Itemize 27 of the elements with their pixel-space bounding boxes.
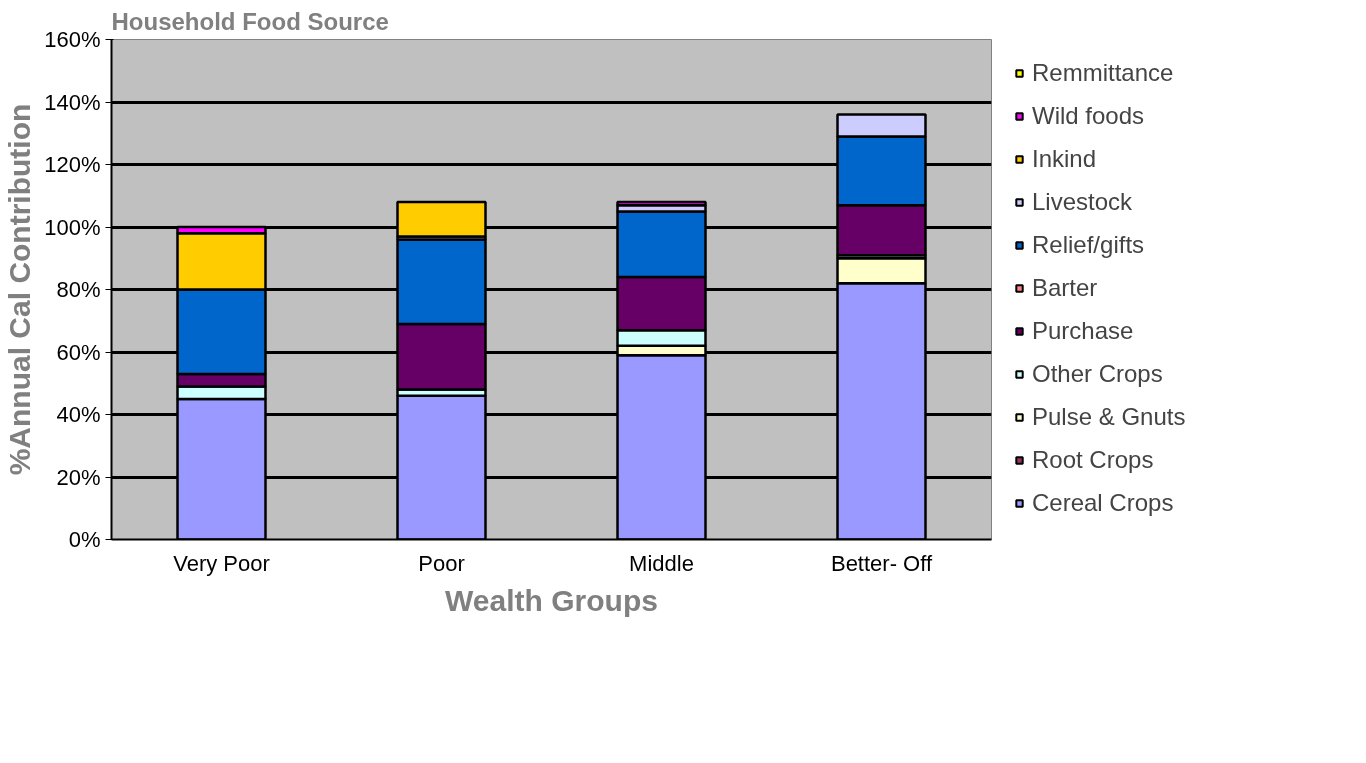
y-tick-label: 100%: [44, 214, 101, 240]
legend-label: Pulse & Gnuts: [1032, 403, 1186, 431]
chart-title: Household Food Source: [111, 7, 389, 35]
legend-label: Purchase: [1032, 317, 1134, 345]
y-tick-label: 60%: [56, 339, 101, 365]
x-tick-label: Poor: [418, 550, 465, 576]
legend-label: Inkind: [1032, 145, 1097, 173]
y-tick-label: 140%: [44, 89, 101, 115]
y-tick-label: 0%: [68, 527, 101, 552]
y-tick-label: 80%: [56, 277, 101, 302]
legend-label: Wild foods: [1032, 102, 1145, 130]
legend-label: Livestock: [1032, 188, 1133, 216]
y-tick-label: 20%: [56, 464, 101, 490]
y-tick-label: 120%: [44, 152, 101, 177]
legend-label: Root Crops: [1032, 446, 1154, 474]
legend-label: Other Crops: [1032, 360, 1163, 388]
x-tick-label: Middle: [629, 550, 694, 576]
x-axis-title: Wealth Groups: [445, 583, 658, 617]
y-tick-label: 40%: [56, 402, 101, 427]
x-tick-label: Very Poor: [173, 550, 270, 576]
x-tick-label: Better- Off: [830, 550, 933, 576]
legend-label: Barter: [1032, 274, 1098, 302]
legend-label: Remmittance: [1032, 59, 1174, 87]
legend-label: Cereal Crops: [1032, 489, 1174, 517]
y-tick-label: 160%: [44, 27, 101, 52]
y-axis-title: %Annual Cal Contribution: [3, 103, 37, 476]
legend-label: Relief/gifts: [1032, 231, 1145, 259]
